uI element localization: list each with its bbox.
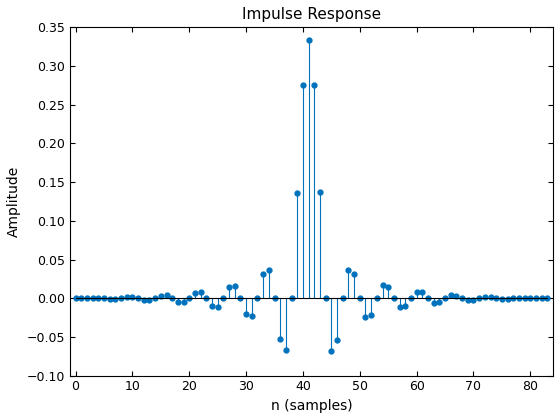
Y-axis label: Amplitude: Amplitude <box>7 166 21 237</box>
X-axis label: n (samples): n (samples) <box>270 399 352 413</box>
Title: Impulse Response: Impulse Response <box>242 7 381 22</box>
